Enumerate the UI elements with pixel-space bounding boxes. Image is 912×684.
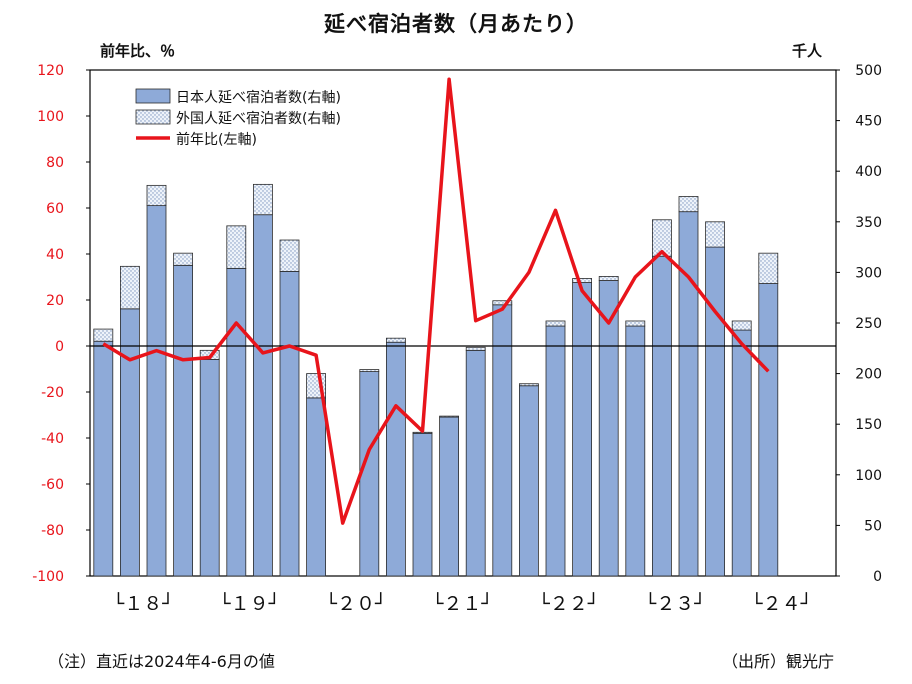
footnote: （注）直近は2024年4-6月の値 bbox=[48, 652, 275, 671]
japanese-bar bbox=[598, 280, 619, 577]
year-label: └２４┘ bbox=[751, 591, 812, 615]
foreign-bar bbox=[226, 225, 247, 269]
foreign-bar bbox=[93, 328, 114, 342]
foreign-bar bbox=[279, 239, 300, 272]
foreign-bar bbox=[146, 184, 167, 207]
right-axis-tick-label: 250 bbox=[855, 316, 882, 332]
year-label: └２２┘ bbox=[538, 591, 599, 615]
legend-swatch-bar bbox=[135, 88, 171, 104]
left-axis-tick-label: 60 bbox=[46, 201, 64, 217]
foreign-bar bbox=[572, 278, 592, 283]
year-label: └１８┘ bbox=[113, 591, 174, 615]
japanese-bar bbox=[439, 416, 460, 577]
left-axis-tick-label: 40 bbox=[46, 247, 64, 263]
japanese-bar bbox=[652, 255, 672, 577]
japanese-bar bbox=[731, 329, 752, 577]
legend-label: 前年比(左軸) bbox=[176, 131, 257, 148]
chart-title: 延べ宿泊者数（月あたり） bbox=[324, 12, 588, 36]
foreign-bar bbox=[758, 252, 779, 284]
japanese-bar bbox=[306, 397, 327, 577]
left-axis-unit: 前年比、％ bbox=[100, 42, 176, 60]
japanese-bar bbox=[252, 214, 273, 577]
foreign-bar bbox=[492, 300, 513, 306]
japanese-bar bbox=[359, 371, 380, 577]
foreign-bar bbox=[678, 196, 699, 213]
foreign-bar bbox=[705, 221, 725, 248]
foreign-bar bbox=[439, 415, 460, 418]
japanese-bar bbox=[705, 246, 725, 577]
right-axis-tick-label: 400 bbox=[855, 164, 882, 180]
foreign-bar bbox=[252, 183, 273, 216]
right-axis-tick-label: 450 bbox=[855, 114, 882, 130]
japanese-bar bbox=[412, 432, 433, 577]
yoy-line bbox=[102, 77, 770, 525]
foreign-bar bbox=[652, 219, 672, 257]
japanese-bar bbox=[199, 359, 220, 577]
left-axis-tick-label: -60 bbox=[41, 477, 64, 493]
left-axis-tick-label: -40 bbox=[41, 431, 64, 447]
left-axis-tick-label: -80 bbox=[41, 523, 64, 539]
japanese-bar bbox=[572, 282, 592, 577]
foreign-bar bbox=[465, 346, 486, 351]
left-axis-tick-label: 0 bbox=[55, 339, 64, 355]
year-label: └２１┘ bbox=[432, 591, 493, 615]
japanese-bar bbox=[279, 270, 300, 577]
foreign-bar bbox=[625, 320, 646, 327]
foreign-bar bbox=[598, 276, 619, 281]
right-axis-tick-label: 50 bbox=[864, 518, 882, 534]
year-label: └１９┘ bbox=[219, 591, 280, 615]
japanese-bar bbox=[625, 325, 646, 577]
year-label: └２３┘ bbox=[645, 591, 706, 615]
right-axis-tick-label: 150 bbox=[855, 417, 882, 433]
right-axis-tick-label: 100 bbox=[855, 468, 882, 484]
left-axis-tick-label: 120 bbox=[37, 63, 64, 79]
source-note: （出所）観光庁 bbox=[722, 652, 835, 671]
japanese-bar bbox=[385, 341, 406, 577]
japanese-bar bbox=[678, 211, 699, 577]
foreign-bar bbox=[385, 337, 406, 343]
legend-label: 外国人延べ宿泊者数(右軸) bbox=[176, 110, 341, 127]
right-axis-tick-label: 300 bbox=[855, 265, 882, 281]
left-axis-tick-label: 20 bbox=[46, 293, 64, 309]
japanese-bar bbox=[173, 264, 194, 577]
foreign-bar bbox=[359, 369, 380, 372]
japanese-bar bbox=[758, 283, 779, 577]
japanese-bar bbox=[146, 205, 167, 577]
left-axis-tick-label: -100 bbox=[32, 569, 64, 585]
foreign-bar bbox=[519, 383, 539, 387]
japanese-bar bbox=[465, 349, 486, 577]
year-label: └２０┘ bbox=[326, 591, 387, 615]
right-axis-tick-label: 500 bbox=[855, 63, 882, 79]
foreign-bar bbox=[120, 265, 140, 310]
right-axis-tick-label: 200 bbox=[855, 367, 882, 383]
foreign-bar bbox=[545, 320, 566, 327]
foreign-bar bbox=[731, 320, 752, 331]
left-axis-tick-label: -20 bbox=[41, 385, 64, 401]
legend-label: 日本人延べ宿泊者数(右軸) bbox=[176, 89, 341, 106]
left-axis-tick-label: 80 bbox=[46, 155, 64, 171]
right-axis-unit: 千人 bbox=[792, 42, 823, 60]
left-axis-tick-label: 100 bbox=[37, 109, 64, 125]
japanese-bar bbox=[519, 385, 539, 577]
right-axis-tick-label: 350 bbox=[855, 215, 882, 231]
japanese-bar bbox=[120, 308, 140, 577]
right-axis-tick-label: 0 bbox=[873, 569, 882, 585]
japanese-bar bbox=[545, 325, 566, 577]
japanese-bar bbox=[226, 267, 247, 577]
foreign-bar bbox=[173, 252, 194, 266]
japanese-bar bbox=[93, 340, 114, 577]
legend-swatch-bar bbox=[135, 109, 171, 125]
